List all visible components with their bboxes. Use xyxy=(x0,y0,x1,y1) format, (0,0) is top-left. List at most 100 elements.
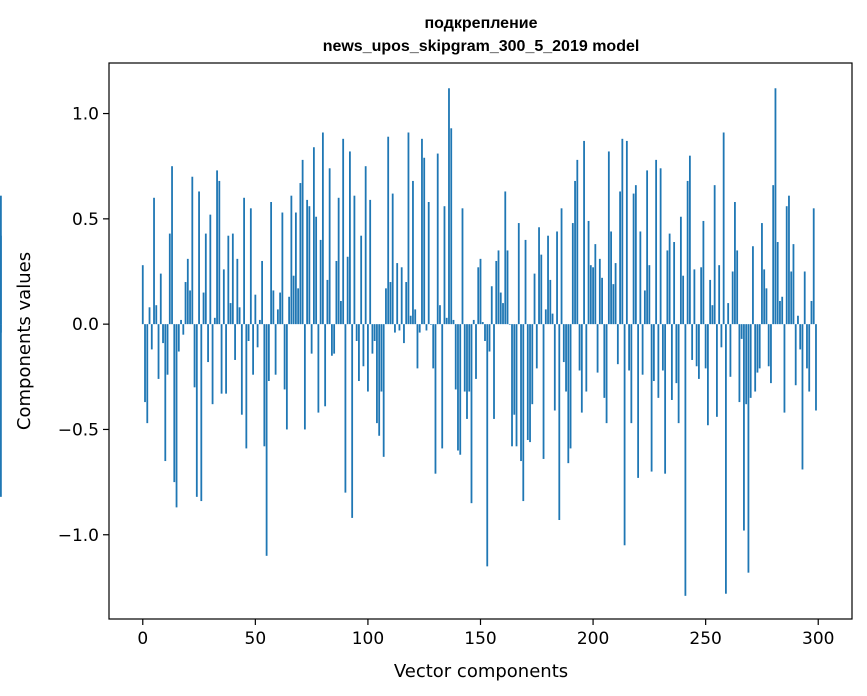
bar xyxy=(321,132,324,325)
bar xyxy=(258,319,261,325)
bar xyxy=(794,324,797,386)
bar xyxy=(385,288,387,325)
bar xyxy=(549,279,552,325)
bar xyxy=(637,324,640,478)
bar xyxy=(168,233,171,325)
x-tick-label: 50 xyxy=(245,629,267,649)
y-tick-label: 0.0 xyxy=(72,315,99,335)
bar xyxy=(459,324,462,455)
bar-series xyxy=(0,88,817,596)
y-tick-label: 0.5 xyxy=(72,210,99,230)
bar xyxy=(571,223,574,325)
bar xyxy=(0,324,2,497)
bar xyxy=(740,324,743,339)
bar xyxy=(439,305,441,325)
bar xyxy=(243,197,245,325)
bar xyxy=(249,208,252,325)
bar xyxy=(718,265,721,325)
bar xyxy=(790,271,793,325)
bar xyxy=(659,168,662,325)
bar xyxy=(779,300,781,325)
bar xyxy=(686,180,689,325)
y-axis-ticks: −1.0 −0.5 0.0 0.5 1.0 xyxy=(58,105,109,546)
bar xyxy=(673,242,676,325)
bar xyxy=(684,324,687,596)
bar xyxy=(236,258,239,325)
bar xyxy=(180,319,182,325)
bar xyxy=(616,324,619,365)
bar xyxy=(466,324,468,419)
bar xyxy=(815,324,817,411)
bar xyxy=(150,324,153,350)
bar xyxy=(810,300,813,325)
bar xyxy=(421,138,423,325)
y-axis-label: Components values xyxy=(14,252,35,430)
bar xyxy=(195,324,198,497)
bar xyxy=(279,292,282,325)
bar xyxy=(407,132,410,325)
bar xyxy=(434,324,437,474)
bar xyxy=(425,324,428,331)
bar xyxy=(240,324,243,415)
bar xyxy=(477,267,480,325)
x-tick-label: 100 xyxy=(352,629,384,649)
bar xyxy=(682,275,685,325)
bar xyxy=(0,324,2,333)
bar xyxy=(580,324,583,413)
bar xyxy=(524,239,527,325)
bar xyxy=(276,309,279,325)
bar xyxy=(783,324,786,413)
bar xyxy=(725,324,727,594)
bar xyxy=(698,324,700,379)
bar xyxy=(628,324,630,371)
bar xyxy=(272,290,275,325)
bar xyxy=(400,267,403,325)
bar xyxy=(470,324,473,504)
bar xyxy=(285,324,288,430)
bar xyxy=(592,267,594,325)
bar xyxy=(560,208,563,325)
bar xyxy=(448,88,450,325)
bar xyxy=(144,324,146,403)
bar xyxy=(445,317,448,325)
bar xyxy=(754,324,757,392)
bar xyxy=(247,324,250,341)
bar xyxy=(567,324,570,464)
bar xyxy=(736,250,739,325)
bar xyxy=(497,250,500,325)
bar xyxy=(337,197,340,325)
bar xyxy=(578,324,581,371)
bar xyxy=(261,260,263,325)
bar xyxy=(177,324,180,352)
bar xyxy=(310,324,313,354)
bar xyxy=(267,324,270,382)
bar xyxy=(227,235,230,325)
bar xyxy=(349,151,351,325)
bar xyxy=(461,208,464,325)
bar xyxy=(709,279,712,325)
bar xyxy=(585,324,588,392)
bar xyxy=(520,324,522,462)
bar xyxy=(643,290,646,325)
bar xyxy=(594,244,597,325)
bar xyxy=(216,170,218,325)
bar xyxy=(481,322,484,325)
bar xyxy=(189,290,191,325)
bar xyxy=(211,324,214,405)
bar xyxy=(547,235,549,325)
bar xyxy=(668,233,671,325)
bar xyxy=(700,267,703,325)
bar xyxy=(493,324,495,419)
bar xyxy=(761,223,763,325)
bar xyxy=(598,258,601,325)
bar xyxy=(274,324,277,375)
bar xyxy=(333,324,336,354)
bar xyxy=(148,307,151,325)
bar xyxy=(488,324,491,352)
bar xyxy=(670,324,673,400)
x-axis-label: Vector components xyxy=(394,661,568,682)
bar xyxy=(745,324,748,405)
bar xyxy=(666,250,669,325)
bar xyxy=(141,265,144,325)
